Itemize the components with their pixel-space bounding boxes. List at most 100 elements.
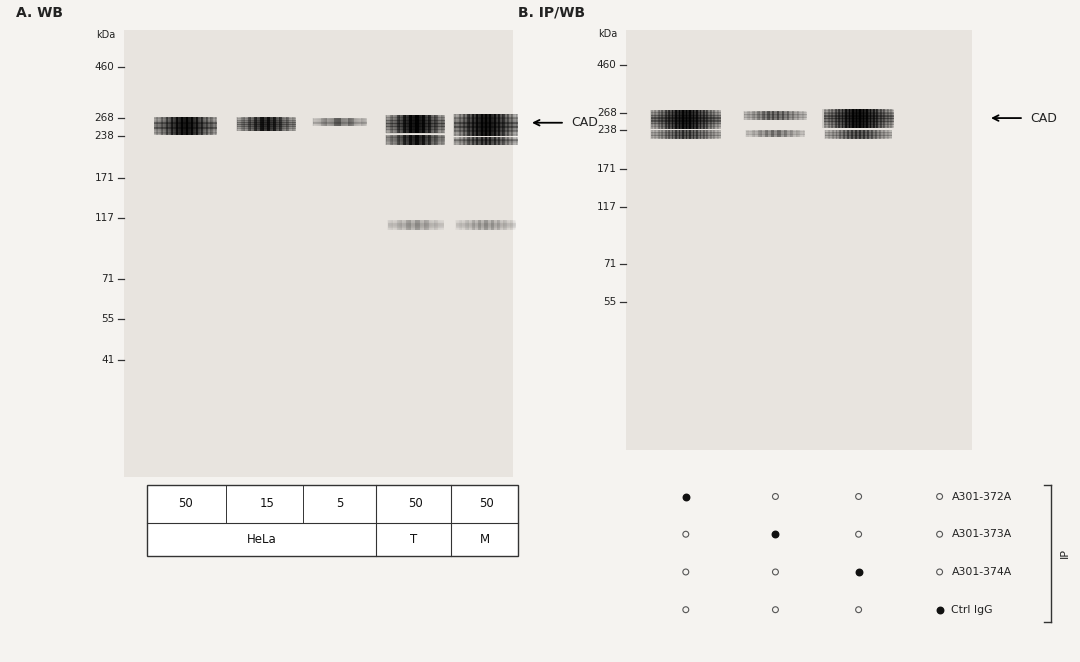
Text: 268: 268 xyxy=(95,113,114,123)
Bar xyxy=(429,220,430,230)
Bar xyxy=(197,117,198,135)
Bar xyxy=(778,130,780,136)
Bar xyxy=(507,220,509,230)
Bar xyxy=(786,130,788,136)
Bar xyxy=(690,110,692,128)
Bar xyxy=(387,115,388,134)
Bar xyxy=(254,117,256,131)
Bar xyxy=(268,117,270,131)
Bar xyxy=(498,137,500,145)
Bar xyxy=(429,135,431,144)
Bar xyxy=(411,135,414,144)
Bar xyxy=(766,130,768,136)
Bar xyxy=(867,130,869,139)
Bar xyxy=(153,117,156,135)
Bar xyxy=(792,130,793,136)
Bar xyxy=(403,220,404,230)
Bar xyxy=(346,118,348,126)
Bar xyxy=(656,130,658,139)
Bar xyxy=(315,118,318,126)
Bar xyxy=(650,110,651,128)
Bar xyxy=(488,220,490,230)
Bar xyxy=(324,118,326,126)
Bar xyxy=(240,117,242,131)
Point xyxy=(767,567,784,577)
Text: B. IP/WB: B. IP/WB xyxy=(518,6,585,20)
Text: kDa: kDa xyxy=(96,30,116,40)
Bar xyxy=(886,109,888,128)
Bar xyxy=(436,115,438,134)
Bar xyxy=(500,220,502,230)
Bar xyxy=(205,117,206,135)
Bar xyxy=(890,109,892,128)
Bar xyxy=(454,114,518,115)
Bar xyxy=(465,114,468,136)
Bar xyxy=(407,220,408,230)
Bar xyxy=(460,137,462,145)
Bar xyxy=(482,114,483,136)
Bar xyxy=(396,220,397,230)
Bar xyxy=(264,117,266,131)
Bar xyxy=(498,114,500,136)
Bar xyxy=(662,130,664,139)
Bar xyxy=(873,109,875,128)
Bar xyxy=(869,130,872,139)
Bar xyxy=(388,220,390,230)
Bar xyxy=(787,130,789,136)
Bar xyxy=(516,137,518,145)
Bar xyxy=(402,220,403,230)
Bar xyxy=(840,109,842,128)
Bar xyxy=(423,115,426,134)
Text: 117: 117 xyxy=(95,213,114,223)
Bar xyxy=(454,120,518,121)
Bar xyxy=(363,118,365,126)
Bar xyxy=(421,220,423,230)
Bar xyxy=(251,117,253,131)
Bar xyxy=(851,109,852,128)
Bar xyxy=(484,114,486,136)
Bar xyxy=(489,114,491,136)
Bar xyxy=(702,110,704,128)
Bar xyxy=(444,135,445,144)
Bar xyxy=(671,110,673,128)
Bar xyxy=(791,111,793,120)
Bar xyxy=(798,130,800,136)
Bar xyxy=(476,114,478,136)
Bar xyxy=(765,111,767,120)
Bar xyxy=(665,130,667,139)
Bar xyxy=(330,118,333,126)
Bar xyxy=(502,114,503,136)
Text: 460: 460 xyxy=(597,60,617,70)
Bar xyxy=(676,110,678,128)
Point xyxy=(850,491,867,502)
Bar xyxy=(775,130,778,136)
Bar xyxy=(660,110,662,128)
Bar xyxy=(828,130,831,139)
Bar xyxy=(175,117,177,135)
Bar xyxy=(515,137,517,145)
Bar xyxy=(406,135,408,144)
Bar xyxy=(777,130,779,136)
Bar xyxy=(454,127,518,128)
Bar xyxy=(490,137,492,145)
Text: 41: 41 xyxy=(102,355,114,365)
Bar xyxy=(773,130,775,136)
Bar xyxy=(698,130,700,139)
Bar xyxy=(437,220,440,230)
Bar xyxy=(496,220,498,230)
Bar xyxy=(416,115,418,134)
Bar xyxy=(179,117,181,135)
Bar xyxy=(486,137,488,145)
Bar xyxy=(410,135,411,144)
Bar xyxy=(670,110,672,128)
Bar xyxy=(841,130,843,139)
Bar xyxy=(186,117,188,135)
Bar xyxy=(878,130,880,139)
Bar xyxy=(191,117,193,135)
Bar xyxy=(421,115,422,134)
Bar xyxy=(418,115,420,134)
Bar xyxy=(696,130,698,139)
Bar xyxy=(502,137,503,145)
Bar xyxy=(275,117,278,131)
Bar xyxy=(171,117,173,135)
